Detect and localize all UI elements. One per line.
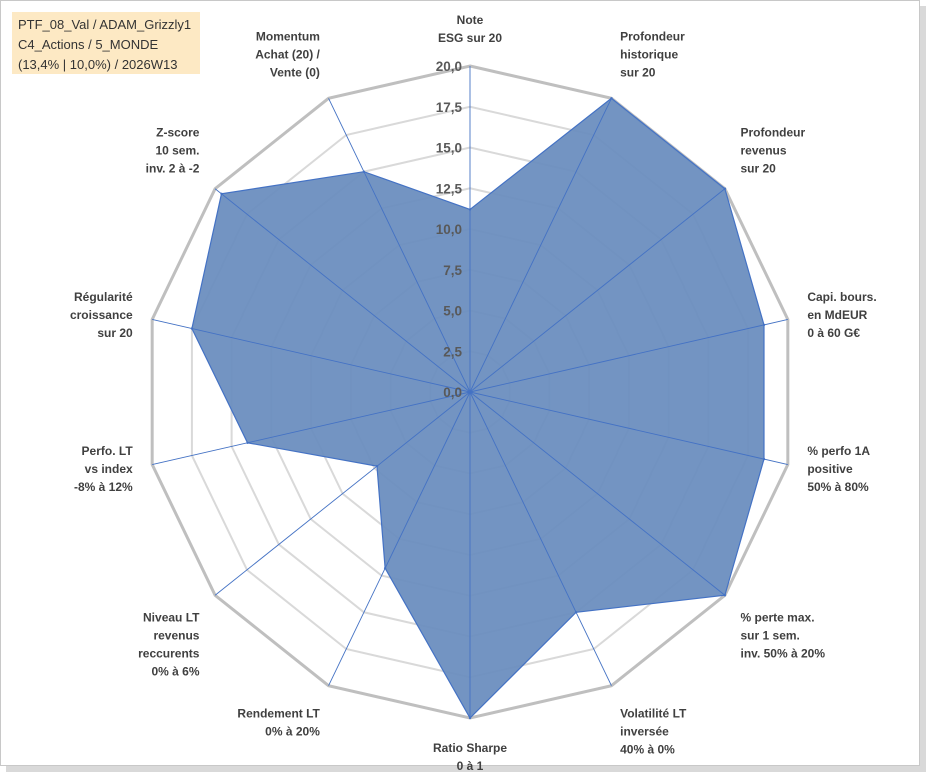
axis-label: % perte max. sur 1 sem. inv. 50% à 20% <box>741 611 826 661</box>
axis-label-line: Achat (20) / <box>255 47 320 61</box>
axis-label-line: Ratio Sharpe <box>433 741 507 755</box>
tick-label: 0,0 <box>443 385 462 400</box>
axis-spoke <box>469 188 726 393</box>
axis-label: Z-score 10 sem. inv. 2 à -2 <box>146 125 200 175</box>
info-line-1: PTF_08_Val / ADAM_Grizzly1 <box>18 17 192 32</box>
frame-shadow-right <box>920 6 926 772</box>
axis-spoke <box>469 391 788 465</box>
info-line-3: (13,4% | 10,0%) / 2026W13 <box>18 57 178 72</box>
axis-label-line: croissance <box>70 308 133 322</box>
axis-label-line: sur 1 sem. <box>741 629 800 643</box>
axis-label-line: Vente (0) <box>270 65 320 79</box>
axis-label: Profondeur historique sur 20 <box>620 29 685 79</box>
radar-spokes <box>152 66 788 718</box>
axis-label-line: revenus <box>153 629 199 643</box>
tick-label: 17,5 <box>436 100 463 115</box>
axis-label: Note ESG sur 20 <box>438 13 502 45</box>
frame-shadow-bottom <box>6 766 926 772</box>
axis-label-line: sur 20 <box>620 65 656 79</box>
axis-label-line: 10 sem. <box>155 143 199 157</box>
axis-label: Régularité croissance sur 20 <box>70 290 133 340</box>
axis-label-line: Rendement LT <box>237 707 320 721</box>
axis-label-line: 0 à 60 G€ <box>807 326 860 340</box>
axis-label-line: % perfo 1A <box>807 444 870 458</box>
axis-spoke <box>469 391 612 686</box>
axis-spoke <box>328 391 471 686</box>
axis-spoke <box>469 319 788 393</box>
axis-label-line: 40% à 0% <box>620 743 675 757</box>
axis-spoke <box>152 319 471 393</box>
axis-label-line: 0% à 6% <box>151 665 199 679</box>
axis-label-line: 0% à 20% <box>265 725 320 739</box>
info-line-2: C4_Actions / 5_MONDE <box>18 37 159 52</box>
axis-spoke <box>214 391 471 596</box>
axis-label-line: -8% à 12% <box>74 480 133 494</box>
axis-label-line: 50% à 80% <box>807 480 869 494</box>
tick-label: 20,0 <box>436 59 462 74</box>
axis-label-line: Z-score <box>156 125 200 139</box>
radar-tick-labels: 0,0 2,5 5,0 7,5 10,0 12,5 15,0 17,5 20,0 <box>436 59 463 400</box>
axis-label: Niveau LT revenus reccurents 0% à 6% <box>138 611 200 679</box>
axis-spoke <box>214 188 471 393</box>
axis-label: Momentum Achat (20) / Vente (0) <box>255 29 320 79</box>
axis-label-line: inv. 50% à 20% <box>741 647 826 661</box>
axis-label-line: Régularité <box>74 290 133 304</box>
axis-label-line: historique <box>620 47 678 61</box>
axis-label-line: Niveau LT <box>143 611 200 625</box>
axis-label-line: sur 20 <box>741 161 777 175</box>
tick-label: 12,5 <box>436 181 463 196</box>
axis-label-line: sur 20 <box>97 326 133 340</box>
axis-label-line: Momentum <box>256 29 320 43</box>
axis-label: Perfo. LT vs index -8% à 12% <box>74 444 133 494</box>
tick-label: 15,0 <box>436 141 462 156</box>
tick-label: 10,0 <box>436 222 462 237</box>
axis-spoke <box>328 98 471 393</box>
tick-label: 7,5 <box>443 263 462 278</box>
axis-label-line: % perte max. <box>741 611 815 625</box>
axis-label-line: en MdEUR <box>807 308 867 322</box>
axis-label-line: reccurents <box>138 647 200 661</box>
axis-spoke <box>469 98 612 393</box>
axis-label: Capi. bours. en MdEUR 0 à 60 G€ <box>807 290 876 340</box>
axis-label-line: Volatilité LT <box>620 707 687 721</box>
portfolio-info-box: PTF_08_Val / ADAM_Grizzly1 C4_Actions / … <box>12 12 200 74</box>
axis-label: % perfo 1A positive 50% à 80% <box>807 444 870 494</box>
axis-label-line: Perfo. LT <box>82 444 134 458</box>
axis-label-line: Profondeur <box>620 29 685 43</box>
axis-label: Volatilité LT inversée 40% à 0% <box>620 707 687 757</box>
axis-label: Ratio Sharpe 0 à 1 <box>433 741 507 773</box>
axis-label-line: inversée <box>620 725 669 739</box>
axis-label-line: Capi. bours. <box>807 290 876 304</box>
axis-label-line: revenus <box>741 143 787 157</box>
axis-label-line: inv. 2 à -2 <box>146 161 200 175</box>
axis-spoke <box>469 391 726 596</box>
tick-label: 5,0 <box>443 304 462 319</box>
axis-label-line: 0 à 1 <box>457 759 484 773</box>
tick-label: 2,5 <box>443 344 462 359</box>
axis-label: Profondeur revenus sur 20 <box>741 125 806 175</box>
axis-spoke <box>152 391 471 465</box>
axis-label-line: Note <box>457 13 484 27</box>
axis-label-line: positive <box>807 462 853 476</box>
radar-axis-labels: Note ESG sur 20 Profondeur historique sur 20… <box>70 13 877 773</box>
axis-label-line: Profondeur <box>741 125 806 139</box>
axis-label-line: ESG sur 20 <box>438 31 502 45</box>
axis-label-line: vs index <box>85 462 133 476</box>
axis-label: Rendement LT 0% à 20% <box>237 707 320 739</box>
